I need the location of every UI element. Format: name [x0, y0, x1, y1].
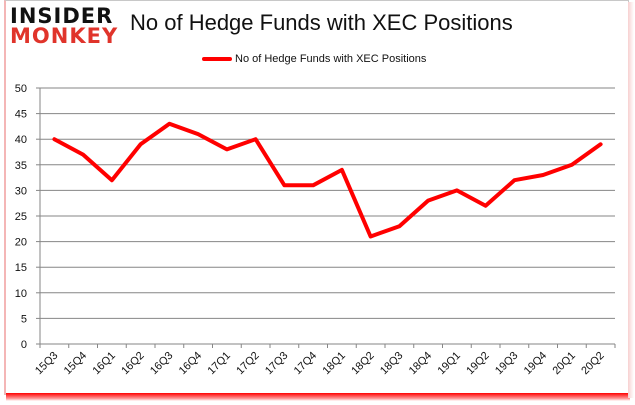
- y-tick-label: 10: [15, 288, 27, 300]
- x-tick-label: 16Q3: [148, 350, 176, 378]
- x-tick-label: 19Q2: [464, 350, 492, 378]
- logo-line2: MONKEY: [10, 24, 119, 48]
- y-tick-label: 20: [15, 237, 27, 249]
- y-tick-label: 5: [21, 313, 27, 325]
- x-tick-label: 19Q4: [522, 350, 550, 378]
- y-tick-label: 50: [15, 83, 27, 95]
- x-tick-label: 15Q4: [62, 350, 90, 378]
- y-tick-label: 45: [15, 109, 27, 121]
- frame-shadow-right: [628, 2, 634, 398]
- chart-title: No of Hedge Funds with XEC Positions: [130, 10, 513, 35]
- logo-line1: INSIDER: [10, 4, 114, 28]
- x-tick-label: 17Q1: [205, 350, 233, 378]
- chart-frame: [4, 0, 629, 395]
- x-tick-label: 18Q3: [378, 350, 406, 378]
- y-tick-label: 0: [21, 339, 27, 351]
- data-line: [52, 121, 603, 239]
- x-tick-label: 16Q2: [119, 350, 147, 378]
- x-tick-label: 18Q1: [320, 350, 348, 378]
- x-tick-label: 17Q2: [234, 350, 262, 378]
- y-tick-label: 15: [15, 262, 27, 274]
- x-tick-label: 17Q4: [292, 350, 320, 378]
- x-tick-label: 17Q3: [263, 350, 291, 378]
- x-tick-label: 18Q4: [407, 350, 435, 378]
- x-tick-label: 15Q3: [33, 350, 61, 378]
- legend-label: No of Hedge Funds with XEC Positions: [235, 53, 427, 65]
- legend: No of Hedge Funds with XEC Positions: [202, 53, 426, 65]
- y-tick-label: 40: [15, 134, 27, 146]
- x-tick-label: 20Q1: [550, 350, 578, 378]
- x-tick-label: 20Q2: [579, 350, 607, 378]
- insider-monkey-logo: INSIDER MONKEY: [10, 6, 120, 47]
- frame-shadow: [6, 393, 630, 401]
- legend-swatch: [202, 57, 232, 61]
- x-tick-label: 18Q2: [349, 350, 377, 378]
- y-tick-label: 25: [15, 211, 27, 223]
- x-tick-label: 16Q4: [177, 350, 205, 378]
- y-tick-label: 30: [15, 185, 27, 197]
- x-tick-label: 19Q1: [435, 350, 463, 378]
- x-tick-label: 19Q3: [493, 350, 521, 378]
- y-tick-label: 35: [15, 160, 27, 172]
- x-tick-label: 16Q1: [90, 350, 118, 378]
